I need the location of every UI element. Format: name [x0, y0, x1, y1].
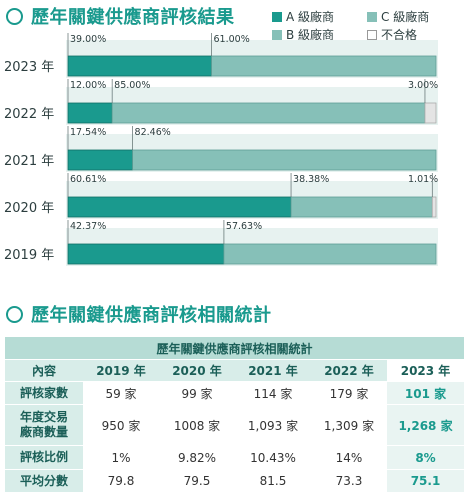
table-cell: 75.1 — [387, 469, 465, 493]
category-label: 2020 年 — [4, 201, 54, 216]
legend-swatch-c — [367, 12, 377, 22]
data-label: 1.01% — [408, 174, 438, 185]
table-row: 平均分數 79.8 79.5 81.5 73.3 75.1 — [5, 469, 465, 493]
table-section-title-text: 歷年關鍵供應商評核相關統計 — [31, 305, 272, 326]
col-header: 2019 年 — [83, 359, 159, 382]
data-label: 85.00% — [114, 80, 150, 91]
row-label-line: 評核比例 — [19, 450, 68, 464]
table-cell: 1,309 家 — [311, 404, 387, 446]
stacked-bar-chart: 2023 年 39.00% 61.00% 2022 年 12.00% 85.00% 3.00… — [4, 33, 438, 266]
chart-section-title-text: 歷年關鍵供應商評核結果 — [31, 7, 235, 28]
stats-table: 歷年關鍵供應商評核相關統計 內容 2019 年 2020 年 2021 年 20… — [5, 337, 465, 493]
bar-segment — [67, 243, 225, 265]
table-cell: 101 家 — [387, 381, 465, 405]
bar-segment — [290, 196, 433, 218]
row-label-line: 年度交易 — [19, 410, 68, 424]
col-header: 2022 年 — [311, 359, 387, 382]
table-cell: 59 家 — [83, 381, 159, 405]
data-label: 38.38% — [293, 174, 329, 185]
data-label: 57.63% — [226, 221, 262, 232]
table-cell: 99 家 — [159, 381, 235, 405]
legend-swatch-a — [272, 12, 282, 22]
table-cell: 114 家 — [235, 381, 311, 405]
bar-segment — [67, 196, 292, 218]
bar-segment — [67, 102, 113, 124]
legend-label-c: C 級廠商 — [381, 10, 430, 24]
bar-segment — [424, 102, 437, 124]
category-label: 2023 年 — [4, 60, 54, 75]
legend-label-b: B 級廠商 — [286, 28, 335, 42]
table-cell: 10.43% — [235, 445, 311, 470]
legend-item-c: C 級廠商 — [367, 8, 429, 25]
circle-bullet-icon — [6, 306, 23, 323]
row-label: 平均分數 — [5, 469, 83, 493]
bar-segment — [67, 55, 212, 77]
bar-segment — [431, 196, 437, 218]
bar-segment — [111, 102, 426, 124]
legend-label-fail: 不合格 — [381, 28, 418, 42]
table-cell: 1,093 家 — [235, 404, 311, 446]
legend-swatch-b — [272, 30, 282, 40]
data-label: 12.00% — [70, 80, 106, 91]
data-label: 60.61% — [70, 174, 106, 185]
col-header: 2020 年 — [159, 359, 235, 382]
bar-segment — [223, 243, 437, 265]
row-label-line: 廠商數量 — [19, 425, 68, 439]
col-header: 內容 — [5, 359, 83, 382]
table-cell: 1,268 家 — [387, 404, 465, 446]
row-label: 評核家數 — [5, 381, 83, 405]
legend-label-a: A 級廠商 — [286, 10, 335, 24]
table-cell: 14% — [311, 445, 387, 470]
category-label: 2019 年 — [4, 248, 54, 263]
category-label: 2021 年 — [4, 154, 54, 169]
legend-item-fail: 不合格 — [367, 26, 417, 43]
data-label: 42.37% — [70, 221, 106, 232]
data-label: 82.46% — [135, 127, 171, 138]
row-label-line: 評核家數 — [19, 385, 68, 400]
bar-segment — [132, 149, 437, 171]
col-header: 2023 年 — [387, 359, 465, 382]
table-row: 評核比例 1% 9.82% 10.43% 14% 8% — [5, 445, 465, 470]
category-label: 2022 年 — [4, 107, 54, 122]
table-cell: 79.5 — [159, 469, 235, 493]
table-title: 歷年關鍵供應商評核相關統計 — [5, 337, 465, 360]
table-section-title: 歷年關鍵供應商評核相關統計 — [6, 301, 272, 327]
table-cell: 1008 家 — [159, 404, 235, 446]
data-label: 39.00% — [70, 34, 106, 45]
row-label: 評核比例 — [5, 445, 83, 470]
chart-section-title: 歷年關鍵供應商評核結果 — [6, 3, 235, 29]
legend-item-a: A 級廠商 — [272, 8, 334, 25]
legend-item-b: B 級廠商 — [272, 26, 334, 43]
table-cell: 73.3 — [311, 469, 387, 493]
table-cell: 8% — [387, 445, 465, 470]
table-cell: 81.5 — [235, 469, 311, 493]
table-cell: 9.82% — [159, 445, 235, 470]
col-header: 2021 年 — [235, 359, 311, 382]
bar-segment — [211, 55, 437, 77]
bar-segment — [67, 149, 133, 171]
table-row: 年度交易 廠商數量 950 家 1008 家 1,093 家 1,309 家 1,… — [5, 404, 465, 446]
legend-swatch-fail — [367, 30, 377, 40]
data-label: 61.00% — [214, 34, 250, 45]
circle-bullet-icon — [6, 8, 23, 25]
table-cell: 179 家 — [311, 381, 387, 405]
data-label: 17.54% — [70, 127, 106, 138]
table-row: 評核家數 59 家 99 家 114 家 179 家 101 家 — [5, 381, 465, 405]
row-label: 年度交易 廠商數量 — [5, 404, 83, 446]
table-cell: 79.8 — [83, 469, 159, 493]
data-label: 3.00% — [408, 80, 438, 91]
table-cell: 950 家 — [83, 404, 159, 446]
row-label-line: 平均分數 — [19, 473, 68, 488]
table-cell: 1% — [83, 445, 159, 470]
